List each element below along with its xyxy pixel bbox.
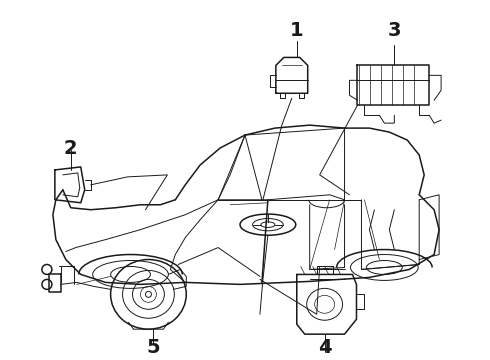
- Text: 2: 2: [64, 139, 77, 158]
- Text: 4: 4: [318, 338, 331, 357]
- Text: 3: 3: [388, 21, 401, 40]
- Text: 1: 1: [290, 21, 304, 40]
- Text: 5: 5: [147, 338, 160, 357]
